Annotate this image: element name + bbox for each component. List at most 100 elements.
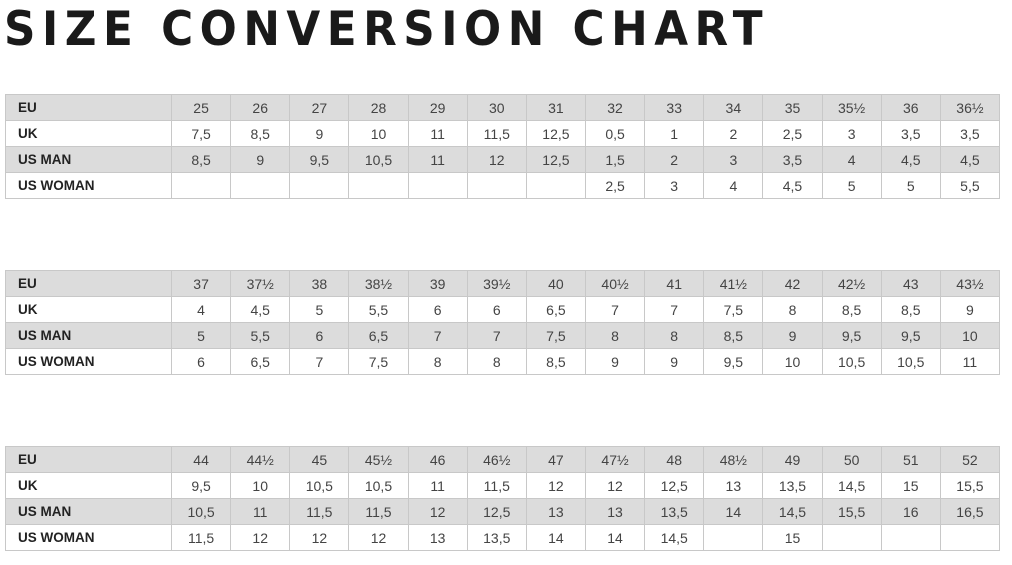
size-cell: 10 (939, 322, 1001, 349)
size-cell: 6 (170, 348, 232, 375)
size-cell: 32 (584, 94, 646, 121)
size-cell: 14,5 (644, 524, 705, 551)
size-cell: 7 (584, 296, 646, 323)
size-cell: 1,5 (584, 146, 646, 173)
size-cell: 4,5 (880, 146, 941, 173)
size-cell: 10,5 (348, 472, 409, 499)
size-cell (525, 172, 586, 199)
size-cell (407, 172, 468, 199)
size-cell: 16,5 (939, 498, 1001, 525)
size-cell: 2 (644, 146, 705, 173)
row-label: US WOMAN (5, 172, 172, 199)
size-cell: 36 (880, 94, 941, 121)
size-cell: 13 (584, 498, 646, 525)
size-cell: 4 (703, 172, 764, 199)
size-cell: 45½ (348, 446, 409, 473)
size-cell: 27 (289, 94, 350, 121)
size-cell: 50 (821, 446, 882, 473)
size-cell: 8 (762, 296, 823, 323)
size-cell: 12 (584, 472, 646, 499)
size-cell: 11 (407, 146, 468, 173)
size-cell: 7 (466, 322, 527, 349)
size-cell: 7,5 (703, 296, 764, 323)
size-cell: 40½ (584, 270, 646, 297)
size-cell: 9,5 (703, 348, 764, 375)
size-cell: 5,5 (230, 322, 291, 349)
size-cell: 5,5 (939, 172, 1001, 199)
size-cell: 6,5 (230, 348, 291, 375)
size-cell: 12,5 (525, 146, 586, 173)
size-cell (466, 172, 527, 199)
size-cell (230, 172, 291, 199)
size-cell: 49 (762, 446, 823, 473)
size-cell: 40 (525, 270, 586, 297)
size-cell: 6 (289, 322, 350, 349)
size-cell: 28 (348, 94, 409, 121)
size-cell: 15 (762, 524, 823, 551)
size-cell: 9,5 (821, 322, 882, 349)
size-cell: 16 (880, 498, 941, 525)
size-cell: 8,5 (880, 296, 941, 323)
size-cell: 11 (230, 498, 291, 525)
table-row-us-man: US MAN 8,5 9 9,5 10,5 11 12 12,5 1,5 2 3 3,5 4 4,5 4,5 (5, 146, 1001, 173)
size-cell: 9 (584, 348, 646, 375)
size-cell: 7 (644, 296, 705, 323)
size-table-3: EU 44 44½ 45 45½ 46 46½ 47 47½ 48 48½ 49 50 51 52 UK 9,5… (5, 446, 1001, 551)
size-cell: 0,5 (584, 120, 646, 147)
size-cell: 2,5 (762, 120, 823, 147)
size-cell: 11,5 (348, 498, 409, 525)
size-cell: 4 (821, 146, 882, 173)
size-cell: 30 (466, 94, 527, 121)
size-cell: 39 (407, 270, 468, 297)
size-cell: 7,5 (170, 120, 232, 147)
size-cell: 8,5 (821, 296, 882, 323)
size-cell (348, 172, 409, 199)
table-row-uk: UK 9,5 10 10,5 10,5 11 11,5 12 12 12,5 13 13,5 14,5 1… (5, 472, 1001, 499)
size-cell: 5 (821, 172, 882, 199)
size-cell: 7,5 (348, 348, 409, 375)
size-cell: 3 (703, 146, 764, 173)
size-cell: 41 (644, 270, 705, 297)
size-cell: 7 (289, 348, 350, 375)
size-cell: 3,5 (762, 146, 823, 173)
size-cell: 7,5 (525, 322, 586, 349)
size-cell: 51 (880, 446, 941, 473)
size-cell: 2,5 (584, 172, 646, 199)
size-cell: 5 (170, 322, 232, 349)
size-cell: 41½ (703, 270, 764, 297)
row-label: UK (5, 296, 172, 323)
size-cell: 6,5 (525, 296, 586, 323)
size-cell: 5,5 (348, 296, 409, 323)
size-cell: 9,5 (880, 322, 941, 349)
table-row-us-woman: US WOMAN 2,5 3 4 4,5 5 5 5,5 (5, 172, 1001, 199)
size-cell: 8,5 (230, 120, 291, 147)
size-cell: 12,5 (466, 498, 527, 525)
size-cell: 8 (644, 322, 705, 349)
size-cell: 47 (525, 446, 586, 473)
size-cell: 12 (407, 498, 468, 525)
size-cell: 13 (407, 524, 468, 551)
size-cell: 3 (644, 172, 705, 199)
size-cell: 12 (230, 524, 291, 551)
table-row-us-man: US MAN 10,5 11 11,5 11,5 12 12,5 13 13 13,5 14 14,5… (5, 498, 1001, 525)
size-cell: 10,5 (348, 146, 409, 173)
size-cell: 5 (880, 172, 941, 199)
table-row-eu: EU 37 37½ 38 38½ 39 39½ 40 40½ 41 41½ 42 42½ 43 43½ (5, 270, 1001, 297)
size-cell: 10 (348, 120, 409, 147)
size-cell: 12,5 (644, 472, 705, 499)
table-row-us-woman: US WOMAN 6 6,5 7 7,5 8 8 8,5 9 9 9,5 10 10,5 10,5 11 (5, 348, 1001, 375)
size-cell: 8 (584, 322, 646, 349)
row-label: US WOMAN (5, 524, 172, 551)
size-cell: 48 (644, 446, 705, 473)
size-cell: 8 (407, 348, 468, 375)
row-label: US MAN (5, 322, 172, 349)
size-cell: 10,5 (880, 348, 941, 375)
size-cell: 25 (170, 94, 232, 121)
size-cell: 9 (289, 120, 350, 147)
size-cell: 37½ (230, 270, 291, 297)
size-cell: 12 (348, 524, 409, 551)
size-cell: 14 (703, 498, 764, 525)
size-cell: 10 (230, 472, 291, 499)
size-cell: 42½ (821, 270, 882, 297)
size-cell: 10 (762, 348, 823, 375)
